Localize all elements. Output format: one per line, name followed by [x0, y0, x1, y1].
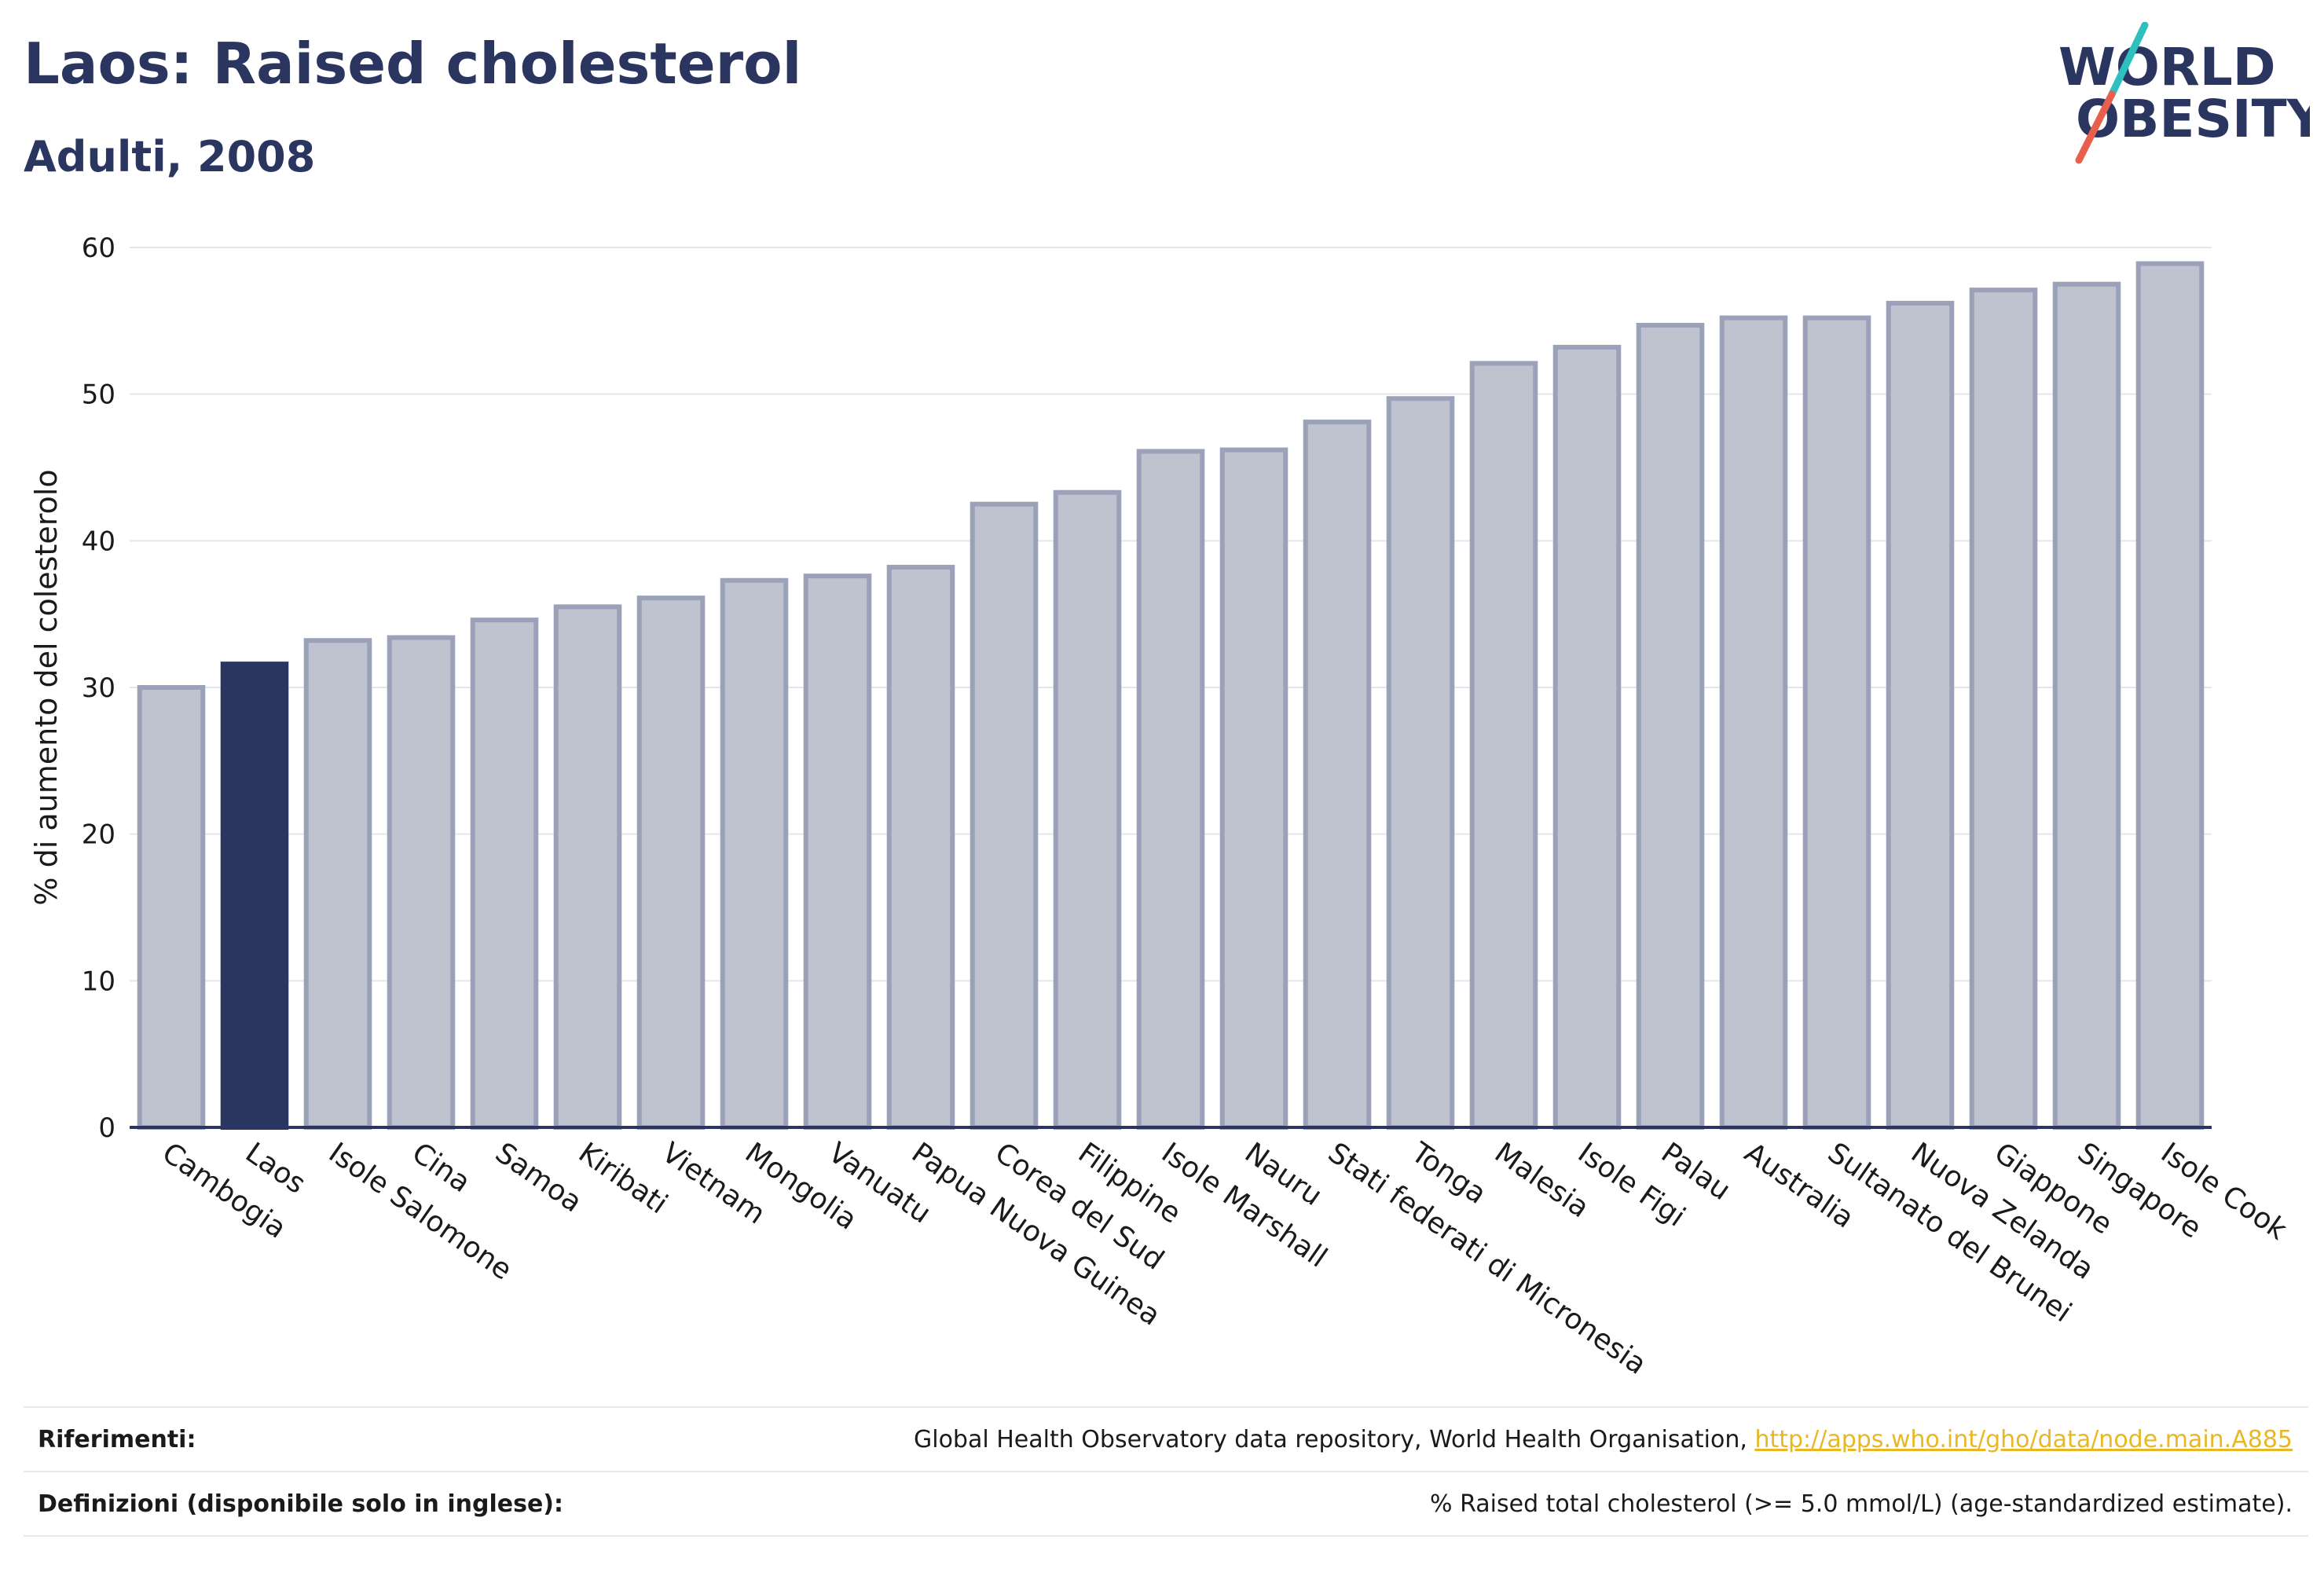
bar — [137, 685, 206, 1130]
bar — [2135, 261, 2205, 1131]
bar — [1636, 322, 1705, 1130]
references-label: Riferimenti: — [38, 1425, 196, 1453]
bar — [220, 662, 289, 1130]
bar — [1386, 396, 1455, 1130]
references-text: Global Health Observatory data repositor… — [914, 1425, 1747, 1453]
logo-line1: WORLD — [2058, 37, 2276, 97]
bar — [803, 574, 872, 1130]
definitions-value: % Raised total cholesterol (>= 5.0 mmol/… — [1430, 1490, 2293, 1518]
bar — [1303, 420, 1372, 1130]
bar — [553, 604, 622, 1130]
bar — [1802, 315, 1871, 1131]
references-value: Global Health Observatory data repositor… — [914, 1426, 2308, 1453]
y-axis-label: % di aumento del colesterolo — [29, 469, 64, 905]
bar — [1219, 447, 1288, 1131]
x-tick-label: Kiribati — [573, 1137, 673, 1221]
y-tick-label: 60 — [82, 233, 115, 264]
references-link[interactable]: http://apps.who.int/gho/data/node.main.A… — [1754, 1425, 2293, 1453]
bar — [1719, 315, 1788, 1131]
y-tick-label: 50 — [82, 379, 115, 411]
bar — [720, 577, 789, 1130]
references-row: Riferimenti: Global Health Observatory d… — [24, 1406, 2308, 1471]
definitions-row: Definizioni (disponibile solo in inglese… — [24, 1471, 2308, 1535]
logo-slash-teal — [2108, 21, 2149, 98]
chart-title: Laos: Raised cholesterol — [24, 31, 802, 97]
footer-divider — [24, 1535, 2308, 1537]
bar — [1469, 361, 1538, 1130]
bar-chart: 0 10 20 30 40 50 60 % di aumento del colesterol… — [29, 233, 2293, 1381]
y-tick-label: 40 — [82, 526, 115, 557]
bar — [387, 635, 456, 1130]
bar — [970, 501, 1039, 1130]
bar — [1969, 288, 2038, 1131]
bar — [2052, 281, 2121, 1131]
y-tick-label: 30 — [82, 673, 115, 704]
bar — [636, 596, 706, 1130]
bar — [470, 618, 539, 1130]
world-obesity-logo: WORLD OBESITY — [2051, 21, 2324, 171]
bar — [1136, 449, 1205, 1130]
bar — [1552, 344, 1622, 1130]
logo-slash-coral — [2075, 90, 2116, 164]
y-tick-label: 10 — [82, 966, 115, 997]
x-tick-label: Malesia — [1489, 1137, 1595, 1225]
y-tick-label: 20 — [82, 819, 115, 851]
logo-line2: OBESITY — [2076, 89, 2310, 149]
y-tick-label: 0 — [98, 1112, 115, 1144]
definitions-label: Definizioni (disponibile solo in inglese… — [38, 1490, 563, 1518]
bar — [1886, 300, 1955, 1130]
bar — [303, 638, 372, 1130]
chart-subtitle: Adulti, 2008 — [24, 132, 316, 181]
bar — [1053, 489, 1122, 1130]
bar — [886, 564, 955, 1130]
x-tick-label: Samoa — [489, 1137, 588, 1219]
